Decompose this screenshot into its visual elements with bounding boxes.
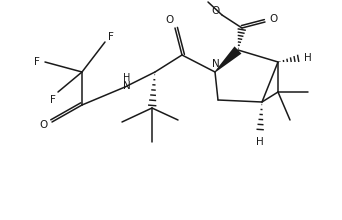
Text: H: H <box>304 53 312 63</box>
Text: O: O <box>269 14 277 24</box>
Text: N: N <box>212 59 220 69</box>
Text: F: F <box>34 57 40 67</box>
Text: N: N <box>123 81 131 91</box>
Text: H: H <box>256 137 264 147</box>
Text: O: O <box>212 6 220 16</box>
Text: O: O <box>40 120 48 130</box>
Text: H: H <box>123 73 131 83</box>
Text: O: O <box>166 15 174 25</box>
Text: F: F <box>50 95 56 105</box>
Polygon shape <box>215 46 241 72</box>
Text: F: F <box>108 32 114 42</box>
